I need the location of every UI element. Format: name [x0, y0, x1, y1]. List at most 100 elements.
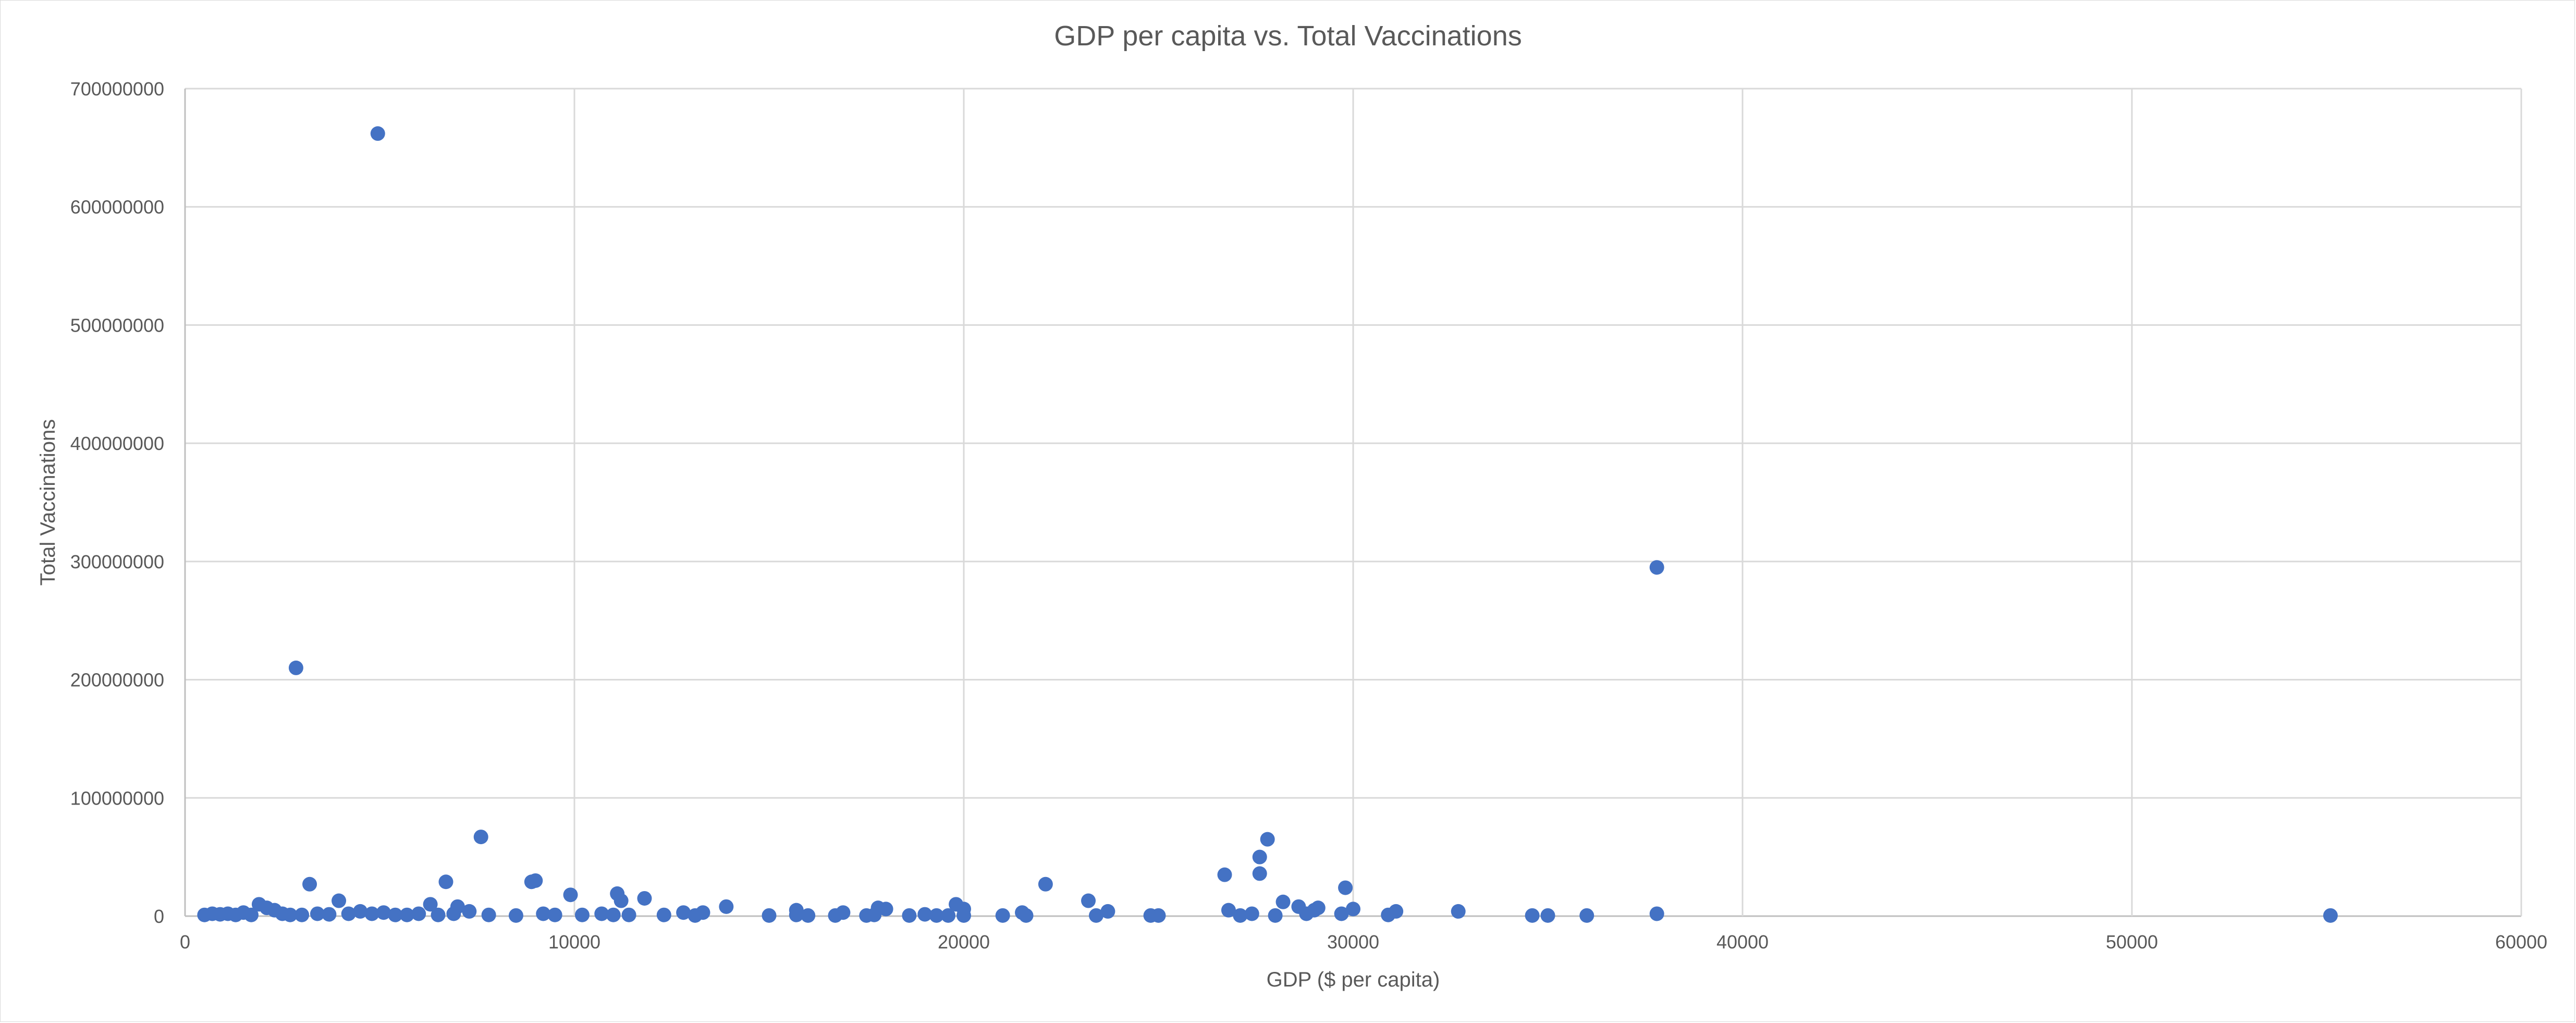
data-point	[594, 906, 609, 921]
data-point	[1244, 906, 1259, 921]
data-point	[621, 907, 636, 922]
data-point	[1019, 908, 1034, 923]
data-point	[1151, 908, 1166, 923]
gridlines	[184, 88, 2522, 917]
data-point	[388, 907, 403, 922]
data-point	[288, 660, 303, 675]
data-point	[353, 904, 368, 919]
x-tick-label: 30000	[1327, 931, 1379, 953]
data-point	[941, 908, 956, 923]
data-point	[1252, 866, 1267, 881]
data-point	[1334, 906, 1349, 921]
data-point	[574, 907, 590, 922]
x-tick-label: 40000	[1716, 931, 1769, 953]
y-tick-label: 200000000	[70, 669, 164, 691]
data-point	[878, 902, 893, 917]
x-axis-label: GDP ($ per capita)	[1267, 968, 1440, 991]
data-point	[637, 891, 652, 906]
data-point	[2323, 908, 2338, 923]
data-point	[1299, 906, 1314, 921]
data-point	[411, 906, 426, 921]
data-point	[563, 887, 578, 903]
data-point	[606, 907, 621, 922]
data-point	[1346, 902, 1360, 917]
data-point	[1081, 893, 1096, 908]
data-point	[423, 897, 438, 912]
y-tick-label: 300000000	[70, 551, 164, 573]
data-point	[310, 906, 325, 921]
data-point	[438, 874, 453, 890]
data-point	[956, 908, 971, 923]
data-point	[1260, 832, 1275, 847]
y-tick-label: 0	[154, 906, 164, 927]
y-axis-ticks: 0 100000000 200000000 300000000 400000000 500…	[70, 78, 164, 927]
data-point	[243, 907, 259, 922]
data-point	[867, 907, 882, 922]
data-point	[446, 906, 461, 921]
data-point	[1579, 908, 1594, 923]
y-tick-label: 400000000	[70, 433, 164, 454]
data-point	[1381, 907, 1396, 922]
data-point	[1649, 560, 1664, 575]
data-point	[762, 908, 777, 923]
data-point	[656, 907, 671, 922]
data-point	[364, 906, 379, 921]
data-point	[1088, 908, 1103, 923]
y-tick-label: 600000000	[70, 197, 164, 218]
x-tick-label: 50000	[2106, 931, 2158, 953]
data-point	[283, 907, 298, 922]
data-point	[719, 899, 734, 914]
y-axis-label: Total Vaccinations	[36, 419, 59, 586]
data-point	[302, 876, 317, 892]
data-point	[536, 906, 551, 921]
data-point	[688, 908, 703, 923]
data-point	[1451, 904, 1466, 919]
x-axis-ticks: 0 10000 20000 30000 40000 50000 60000	[180, 931, 2547, 953]
chart-title: GDP per capita vs. Total Vaccinations	[1054, 20, 1522, 52]
data-point	[508, 908, 523, 923]
data-point	[341, 906, 356, 921]
data-point	[1038, 876, 1053, 892]
data-point	[481, 907, 496, 922]
x-tick-label: 20000	[938, 931, 990, 953]
data-point	[431, 907, 446, 922]
data-point	[322, 907, 337, 922]
data-point	[789, 907, 804, 922]
y-tick-label: 700000000	[70, 78, 164, 100]
data-point	[376, 905, 391, 920]
y-tick-label: 100000000	[70, 787, 164, 809]
x-tick-label: 10000	[548, 931, 600, 953]
data-point	[1275, 894, 1291, 909]
data-point	[995, 908, 1010, 923]
data-point	[462, 904, 477, 919]
data-point	[1221, 903, 1236, 918]
data-point	[1338, 880, 1353, 895]
data-point	[1100, 904, 1115, 919]
data-point	[1268, 908, 1283, 923]
x-tick-label: 60000	[2495, 931, 2547, 953]
data-point	[1252, 849, 1267, 864]
data-point	[614, 893, 629, 908]
data-point	[902, 908, 917, 923]
data-point	[370, 126, 385, 141]
data-point	[1540, 908, 1555, 923]
x-tick-label: 0	[180, 931, 190, 953]
data-point	[828, 908, 843, 923]
data-point	[676, 905, 691, 920]
data-point	[801, 908, 816, 923]
data-point	[399, 907, 414, 922]
data-point	[547, 907, 562, 922]
data-point	[917, 907, 933, 922]
data-points	[197, 126, 2338, 923]
data-point	[473, 830, 488, 845]
data-point	[929, 908, 944, 923]
y-tick-label: 500000000	[70, 314, 164, 336]
data-point	[1233, 908, 1248, 923]
data-point	[1217, 867, 1232, 882]
data-point	[528, 873, 543, 888]
data-point	[1525, 908, 1540, 923]
data-point	[332, 893, 347, 908]
data-point	[295, 907, 310, 922]
